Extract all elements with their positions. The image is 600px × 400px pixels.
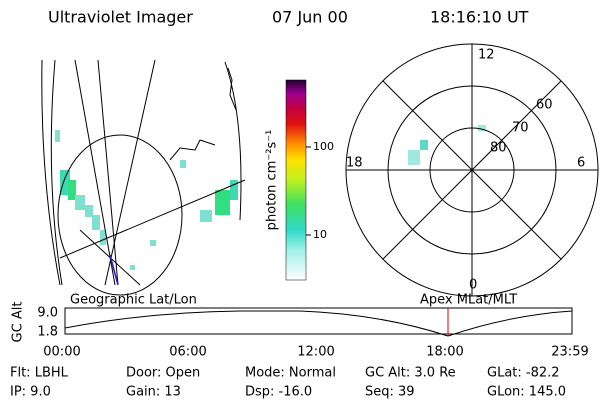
mlt-label: 6 (577, 156, 585, 171)
y-tick-label: 1.8 (37, 325, 58, 340)
colorbar (285, 79, 307, 281)
status-field: Seq: 39 (365, 385, 415, 400)
status-field: Gain: 13 (126, 385, 181, 400)
title: Ultraviolet Imager (48, 8, 193, 27)
y-tick-label: 9.0 (37, 306, 58, 321)
date: 07 Jun 00 (272, 8, 348, 27)
status-field: Dsp: -16.0 (245, 385, 312, 400)
status-field: IP: 9.0 (10, 385, 51, 400)
mlt-label: 18 (346, 156, 363, 171)
status-field: GC Alt: 3.0 Re (365, 366, 456, 381)
x-tick-label: 00:00 (43, 345, 80, 360)
status-field: GLon: 145.0 (487, 385, 566, 400)
status-field: Door: Open (126, 366, 200, 381)
altitude-curve (64, 310, 573, 337)
lat-label: 70 (512, 121, 529, 136)
time: 18:16:10 UT (430, 8, 529, 27)
mlt-label: 12 (478, 48, 495, 63)
emission (55, 130, 238, 270)
colorbar-label: photon cm⁻²s⁻¹ (265, 130, 280, 231)
x-tick-label: 23:59 (551, 345, 588, 360)
status-field: Flt: LBHL (10, 366, 69, 381)
status-field: Mode: Normal (245, 366, 336, 381)
timeline-box (64, 307, 573, 335)
x-tick-label: 18:00 (426, 345, 463, 360)
geo-map (41, 59, 246, 296)
timeline-left-label: Geographic Lat/Lon (70, 293, 197, 308)
colorbar-tick-label: 10 (313, 228, 327, 241)
x-tick-label: 12:00 (297, 345, 334, 360)
lat-label: 80 (490, 141, 507, 156)
mlt-label: 0 (469, 278, 477, 293)
x-tick-label: 06:00 (169, 345, 206, 360)
footer: Flt: LBHL Door: Open Mode: Normal GC Alt: 3… (10, 366, 566, 400)
polar-plot (345, 43, 599, 297)
colorbar-tick-label: 100 (313, 140, 334, 153)
status-field: GLat: -82.2 (487, 366, 560, 381)
timeline-right-label: Apex MLat/MLT (420, 293, 517, 308)
y-axis-label: GC Alt (11, 302, 26, 343)
lat-label: 60 (536, 98, 553, 113)
